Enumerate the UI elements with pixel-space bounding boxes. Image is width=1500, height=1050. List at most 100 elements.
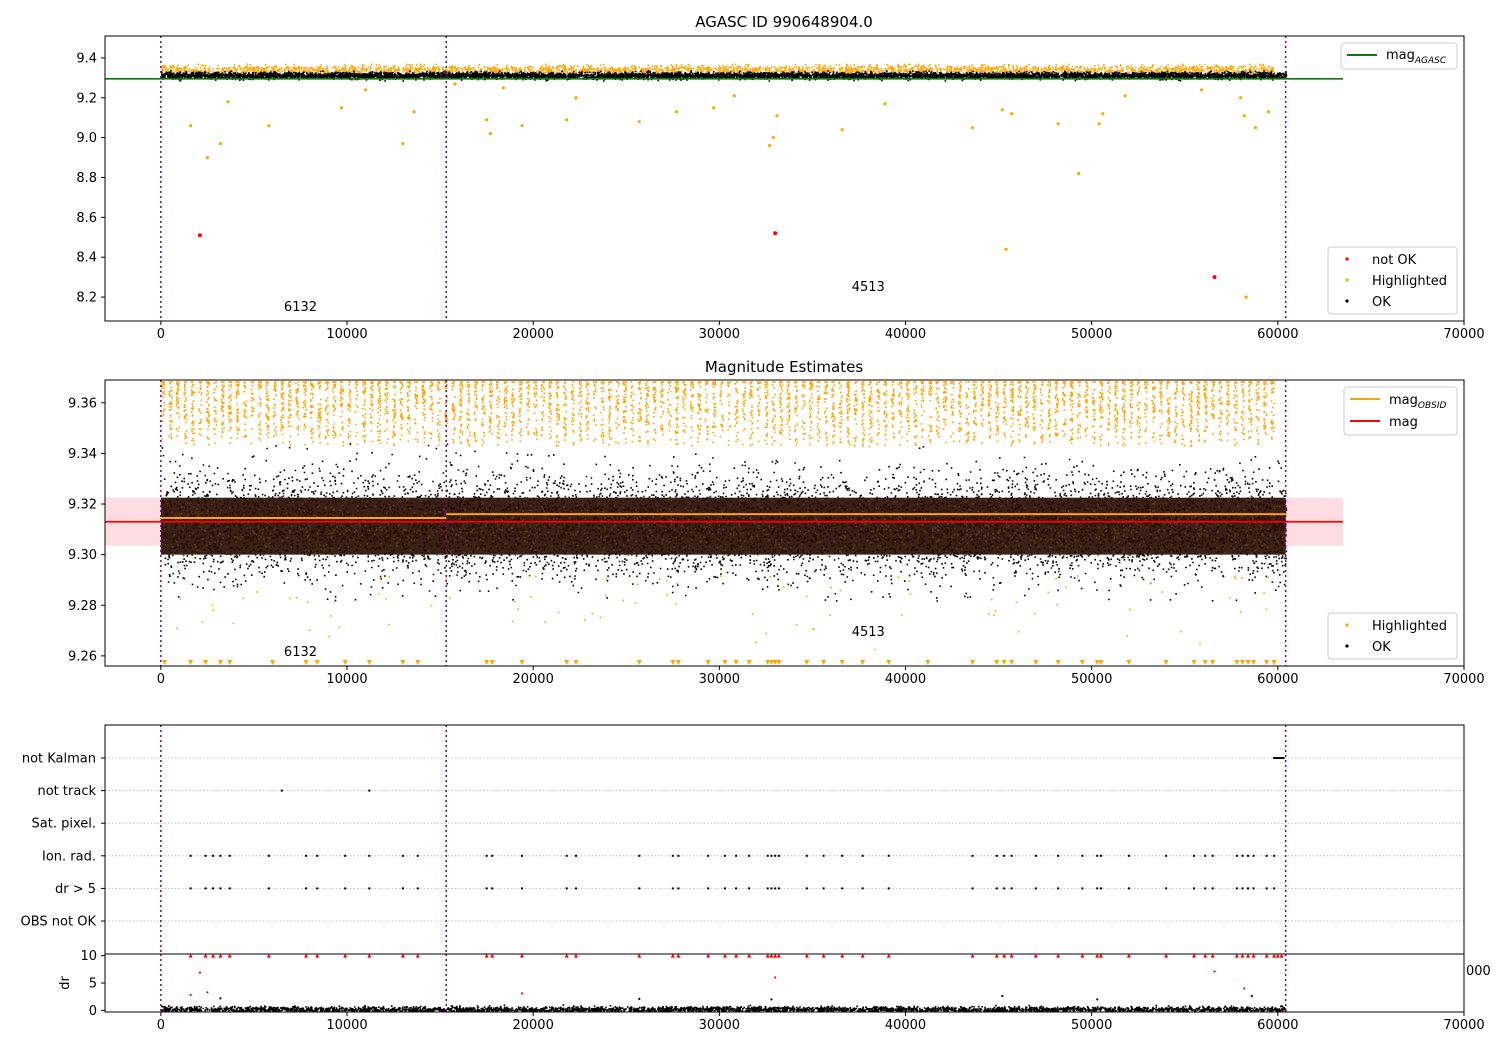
p1-highlighted-point [339, 106, 344, 110]
p2-low-marker [765, 660, 771, 665]
p2-low-marker [768, 660, 774, 665]
p1-ytick-label: 8.6 [76, 211, 97, 226]
p1-highlighted-point [565, 118, 569, 122]
legend-highlighted: Highlighted [1372, 274, 1447, 289]
p4-outlier-point [219, 997, 222, 1000]
p4-red-point [189, 993, 192, 997]
p4-outlier-point [1250, 995, 1253, 998]
p2-low-marker [162, 660, 168, 665]
p2-low-marker [886, 660, 892, 665]
p1-highlighted-point [1123, 94, 1127, 98]
p4-capped-marker [1234, 953, 1239, 958]
p3-flag-point [491, 854, 494, 857]
p1-highlighted-point [637, 120, 641, 124]
p2-ytick-label: 9.34 [68, 447, 97, 462]
p1-xtick-label: 30000 [699, 327, 740, 342]
p3-flag-point [1193, 887, 1196, 890]
p3-flag-point [1273, 854, 1276, 857]
p3-flag-point [1252, 854, 1255, 857]
p3-flag-point [1010, 854, 1013, 857]
p3-flag-point [1057, 887, 1060, 890]
p2-xtick-label: 0 [157, 672, 165, 687]
p2-low-marker [519, 660, 525, 665]
p3-flag-point [1280, 757, 1283, 759]
p3-flag-point [368, 789, 371, 792]
p3-flag-point [777, 887, 780, 890]
p4-xtick-label: 20000 [512, 1018, 553, 1033]
p3-flag-point [1099, 854, 1102, 857]
p4-red-point [774, 976, 777, 979]
p3-flag-point [1276, 757, 1279, 759]
p3-flag-point [368, 854, 371, 857]
p4-capped-marker [1080, 953, 1085, 958]
panel-dr-ylabel: dr [58, 976, 73, 990]
p3-flag-point [1204, 854, 1207, 857]
p2-low-marker [366, 660, 372, 665]
p2-low-marker [705, 660, 711, 665]
p2-low-marker [776, 660, 782, 665]
panel-agasc-obs-label-2: 4513 [852, 280, 885, 295]
p4-capped-marker [1251, 953, 1256, 958]
p4-capped-marker [1002, 953, 1007, 958]
p2-xtick-label: 40000 [885, 672, 926, 687]
p4-xtick-label: 40000 [885, 1018, 926, 1033]
p4-capped-marker [1279, 953, 1284, 958]
p4-capped-marker [840, 953, 845, 958]
p3-flag-point [723, 887, 726, 890]
p3-flag-point [805, 854, 808, 857]
p3-flag-point [491, 887, 494, 890]
p1-xtick-label: 70000 [1443, 327, 1484, 342]
panel-mag-obs-label-2: 4513 [852, 625, 885, 640]
p3-flag-point [485, 854, 488, 857]
p3-flag-point [189, 854, 192, 857]
p3-flag-point [887, 887, 890, 890]
p1-not-ok-point [773, 231, 778, 236]
p4-capped-marker [1126, 953, 1131, 958]
p2-ytick-label: 9.36 [68, 396, 97, 411]
legend-ok-2: OK [1372, 640, 1391, 655]
p4-red-point [1243, 987, 1246, 990]
p4-capped-marker [343, 953, 348, 958]
p3-category-label: not Kalman [22, 752, 96, 767]
p2-low-marker [860, 660, 866, 665]
p2-low-marker [573, 660, 579, 665]
p1-highlighted-point [712, 106, 716, 110]
p3-flag-point [1278, 757, 1281, 759]
p3-flag-point [822, 887, 825, 890]
p4-capped-marker [970, 953, 975, 958]
p4-xtick-label: 10000 [326, 1018, 367, 1033]
p3-flag-point [1165, 854, 1168, 857]
p3-flag-point [344, 887, 347, 890]
p1-highlighted-point [1101, 112, 1105, 116]
p1-ytick-label: 9.4 [76, 51, 97, 66]
p1-highlighted-point [453, 82, 457, 86]
p4-ytick-label: 0 [89, 1004, 97, 1019]
p3-flag-point [971, 887, 974, 890]
p3-flag-point [748, 887, 751, 890]
p1-highlighted-point [485, 118, 489, 122]
p4-outlier-point [1001, 995, 1004, 998]
p1-ytick-label: 9.0 [76, 131, 97, 146]
p3-flag-point [1034, 887, 1037, 890]
p1-highlighted-point [488, 132, 492, 136]
svg-text:magOBSID: magOBSID [1389, 393, 1447, 411]
p3-flag-point [822, 854, 825, 857]
p3-flag-point [677, 854, 680, 857]
p3-flag-point [1204, 887, 1207, 890]
p3-flag-point [305, 854, 308, 857]
p4-capped-marker [1272, 953, 1277, 958]
p3-flag-point [774, 854, 777, 857]
p3-flag-point [1282, 757, 1285, 759]
p4-capped-marker [670, 953, 675, 958]
p2-low-marker [772, 660, 778, 665]
p3-flag-point [887, 854, 890, 857]
p1-xtick-label: 40000 [885, 327, 926, 342]
p4-capped-marker [821, 953, 826, 958]
p3-flag-point [1099, 887, 1102, 890]
legend-mag-obsid: mag [1389, 393, 1418, 408]
p4-capped-marker [1203, 953, 1208, 958]
p2-xtick-label: 70000 [1443, 672, 1484, 687]
p1-highlighted-point [771, 136, 775, 140]
p1-highlighted-point [768, 144, 772, 148]
